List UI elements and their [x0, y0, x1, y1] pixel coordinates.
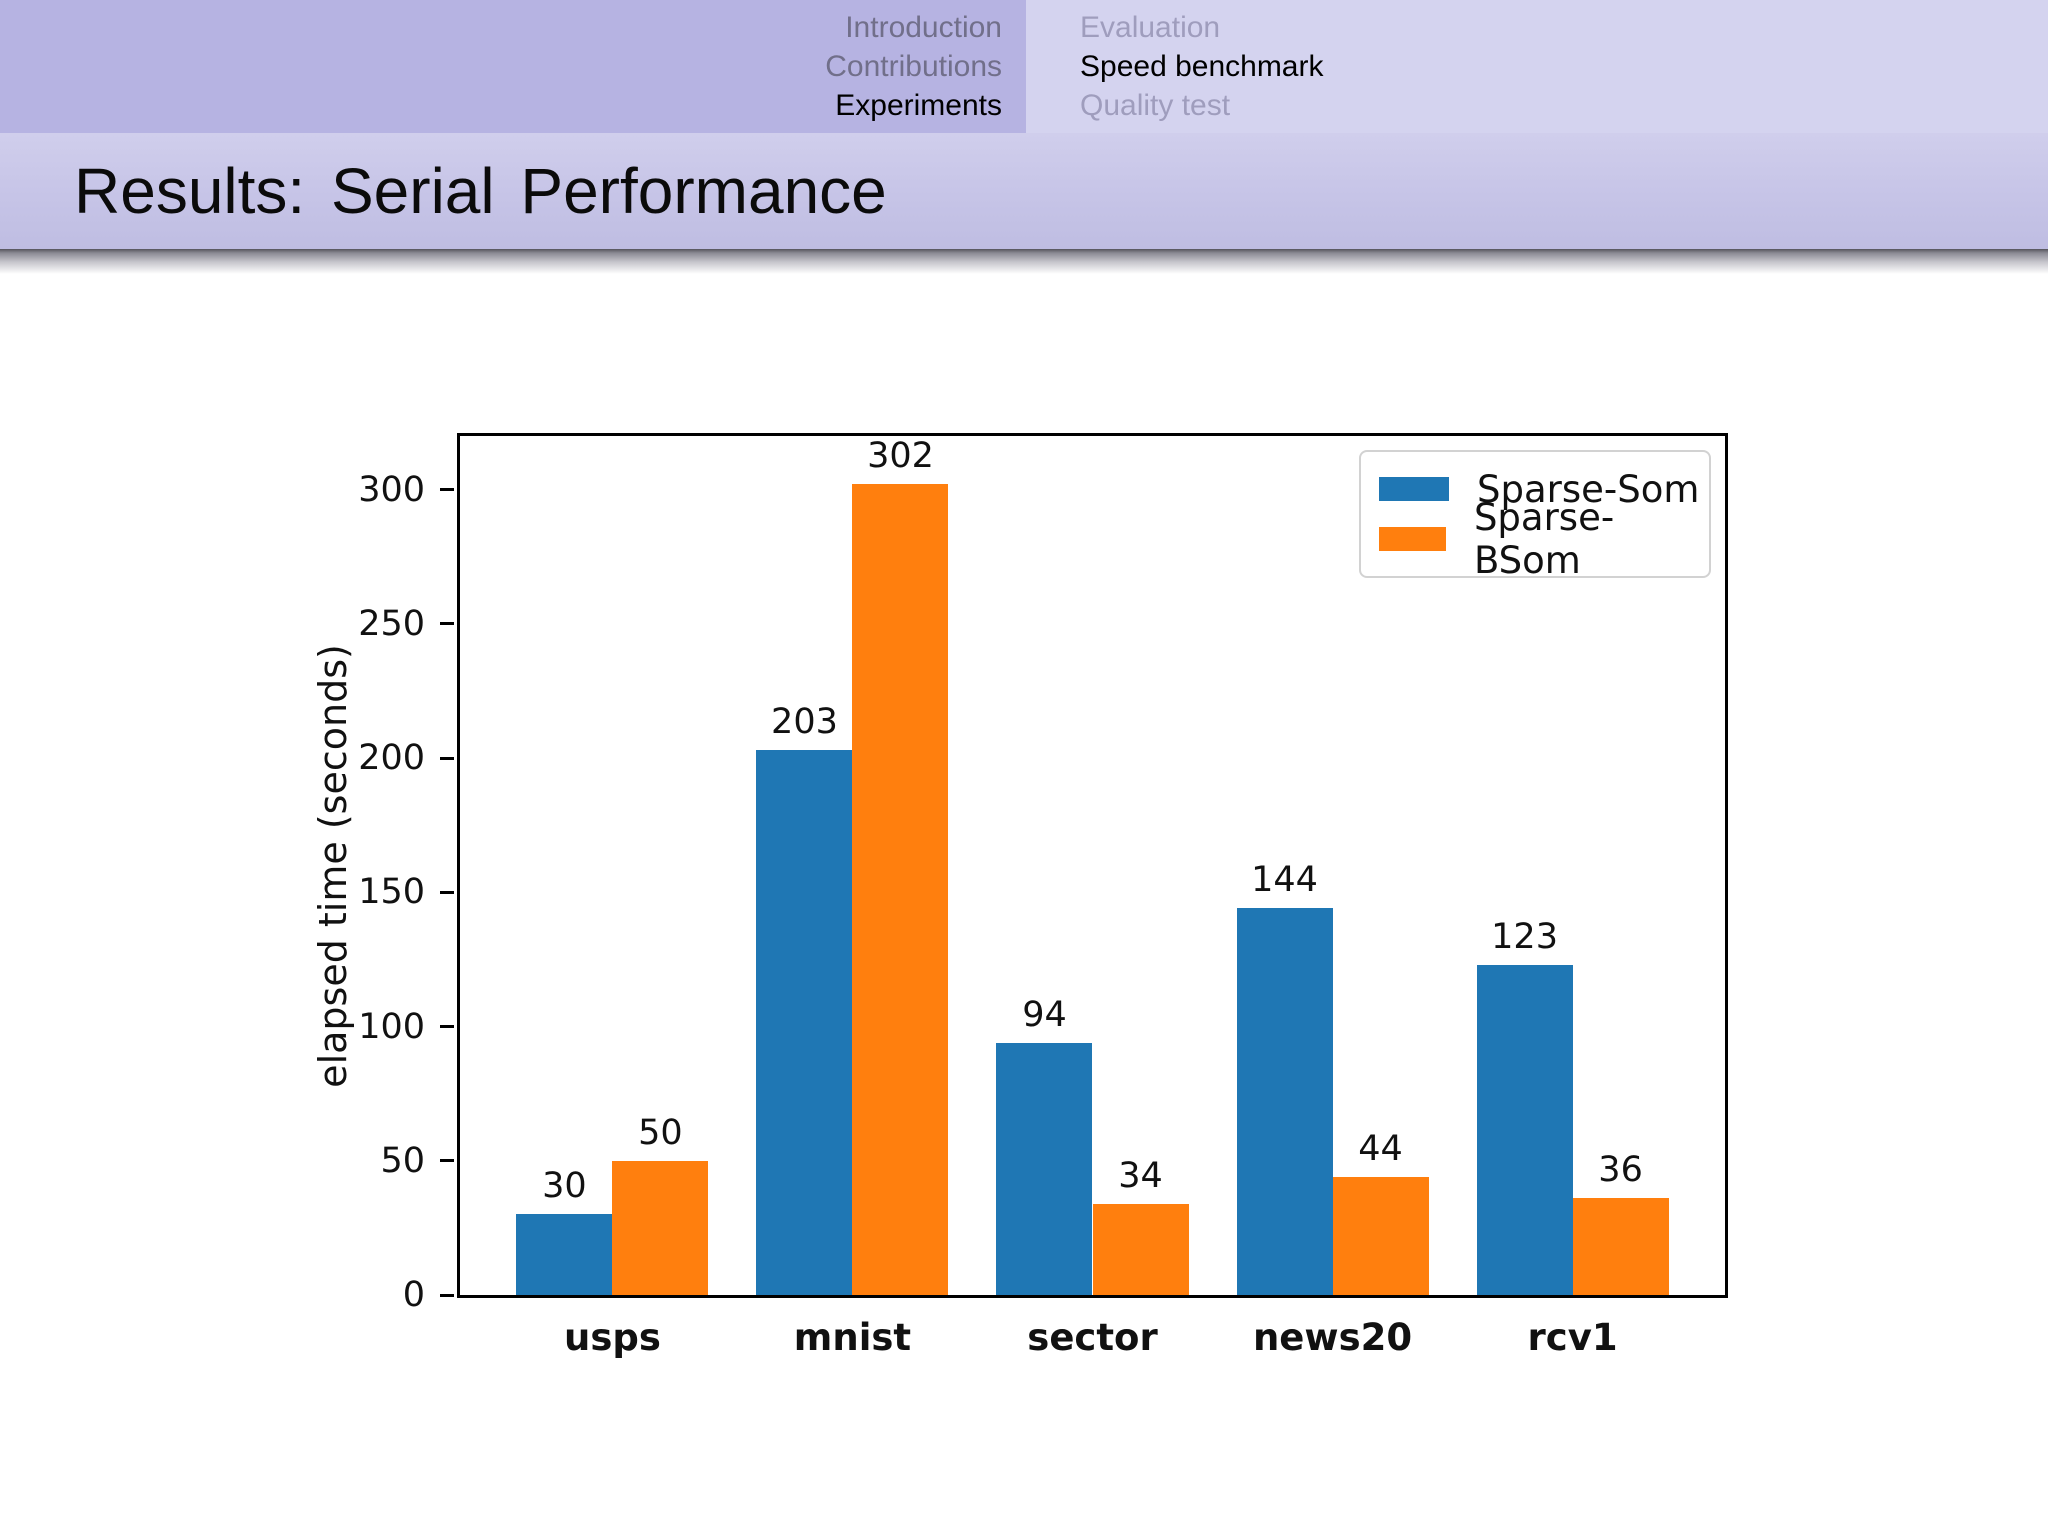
y-tick-label: 300	[358, 469, 425, 510]
bar-sparse-som	[516, 1214, 613, 1295]
plot-inner: Sparse-Som Sparse-BSom 0 50 100 150 200 250 300…	[358, 436, 1725, 1359]
bar-sparse-bsom	[1092, 1203, 1189, 1295]
legend-entry: Sparse-BSom	[1379, 496, 1709, 582]
bar-sparse-som	[1236, 908, 1333, 1295]
legend-swatch-icon	[1379, 477, 1449, 501]
nav-item-introduction[interactable]: Introduction	[845, 11, 1002, 44]
y-tick-mark	[440, 890, 454, 894]
chart-legend: Sparse-Som Sparse-BSom	[1359, 450, 1711, 582]
x-tick-label: news20	[1252, 1316, 1413, 1359]
y-tick-mark	[440, 1025, 454, 1029]
y-tick-label: 250	[358, 603, 425, 644]
nav-item-contributions[interactable]: Contributions	[825, 50, 1002, 83]
bar-value-label: 36	[1598, 1150, 1643, 1191]
y-tick-mark	[440, 1159, 454, 1163]
legend-label: Sparse-BSom	[1473, 496, 1615, 582]
bar-value-label: 30	[542, 1166, 587, 1207]
title-bar-shadow	[0, 249, 2048, 275]
bar-value-label: 302	[867, 436, 934, 477]
y-tick-label: 100	[358, 1006, 425, 1047]
y-tick-label: 50	[380, 1140, 425, 1181]
bar-value-label: 94	[1022, 994, 1067, 1035]
bar-sparse-som	[756, 750, 853, 1295]
nav-sections: Introduction Contributions Experiments	[0, 0, 1026, 133]
y-tick-mark	[440, 488, 454, 492]
bar-value-label: 44	[1358, 1128, 1403, 1169]
nav-item-experiments[interactable]: Experiments	[835, 89, 1002, 122]
x-tick-label: rcv1	[1527, 1316, 1618, 1359]
bar-sparse-bsom	[1572, 1198, 1669, 1295]
bar-value-label: 50	[638, 1112, 683, 1153]
bar-sparse-som	[1476, 964, 1573, 1295]
bar-chart-plot-area: Sparse-Som Sparse-BSom 0 50 100 150 200 250 300…	[358, 433, 1728, 1359]
nav-item-quality-test[interactable]: Quality test	[1080, 89, 1231, 122]
x-tick-label: sector	[1027, 1316, 1158, 1359]
x-tick-label: usps	[563, 1316, 661, 1359]
bar-sparse-bsom	[612, 1160, 709, 1295]
title-bar: Results: Serial Performance	[0, 133, 2048, 249]
y-tick-mark	[440, 1293, 454, 1297]
y-tick-mark	[440, 622, 454, 626]
legend-swatch-icon	[1379, 527, 1446, 551]
nav-item-evaluation[interactable]: Evaluation	[1080, 11, 1221, 44]
bar-sparse-bsom	[1332, 1176, 1429, 1295]
x-tick-label: mnist	[793, 1316, 912, 1359]
nav-item-speed-benchmark[interactable]: Speed benchmark	[1080, 50, 1324, 83]
bar-sparse-bsom	[852, 484, 949, 1295]
bar-value-label: 34	[1118, 1155, 1163, 1196]
y-tick-label: 200	[358, 738, 425, 779]
page-title: Results: Serial Performance	[74, 155, 887, 227]
bar-sparse-som	[996, 1042, 1093, 1295]
y-tick-label: 150	[358, 872, 425, 913]
bar-value-label: 123	[1491, 916, 1558, 957]
header-nav: Introduction Contributions Experiments E…	[0, 0, 2048, 133]
y-tick-mark	[440, 756, 454, 760]
legend-entry: Sparse-Som	[1379, 464, 1709, 514]
legend-label: Sparse-Som	[1477, 467, 1700, 511]
bar-value-label: 144	[1251, 860, 1318, 901]
y-tick-label: 0	[402, 1275, 425, 1315]
bar-value-label: 203	[771, 702, 838, 743]
nav-subsections: Evaluation Speed benchmark Quality test	[1026, 0, 2048, 133]
